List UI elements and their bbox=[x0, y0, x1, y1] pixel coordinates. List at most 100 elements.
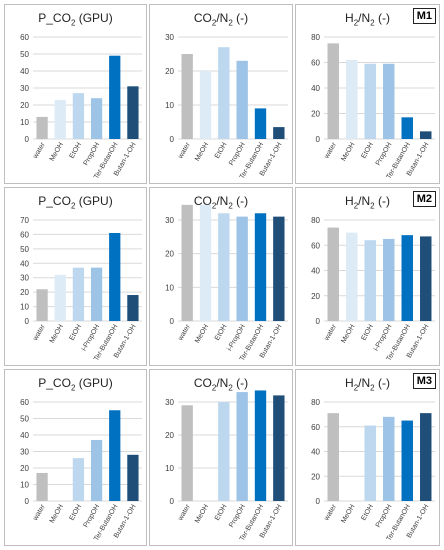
y-tick-label: 80 bbox=[311, 216, 320, 225]
chart-title: H2/N2 (-) bbox=[345, 194, 390, 211]
x-tick-label: PropOH bbox=[375, 142, 394, 167]
y-tick-label: 40 bbox=[311, 267, 320, 276]
row-label-m2: M2 bbox=[412, 191, 436, 207]
x-tick-label: MeOH bbox=[340, 504, 356, 525]
y-tick-label: 80 bbox=[311, 398, 320, 407]
y-tick-label: 0 bbox=[316, 497, 321, 506]
bar-i-propoh bbox=[90, 267, 103, 321]
y-tick-label: 0 bbox=[316, 317, 321, 326]
chart-panel-m3-co2n2: CO2/N2 (-) 0 10 20 30 water MeOH EtOH PropOH Ter-… bbox=[149, 369, 293, 546]
x-tick-label: water bbox=[323, 503, 338, 523]
y-tick-label: 80 bbox=[311, 33, 320, 42]
y-tick-label: 40 bbox=[20, 259, 29, 268]
chart-title: P_CO2 (GPU) bbox=[38, 11, 113, 28]
bar-water bbox=[36, 116, 48, 139]
chart-panel-m1-co2n2: CO2/N2 (-) 0 10 20 30 water MeOH EtOH PropOH Ter-… bbox=[149, 4, 293, 184]
bar-butan-1-oh bbox=[273, 216, 285, 321]
bar-etoh bbox=[218, 47, 230, 140]
chart-panel-m2-pco2: P_CO2 (GPU) 0 10 20 30 40 50 60 70 water MeOH EtOH i… bbox=[4, 187, 147, 366]
y-tick-label: 10 bbox=[165, 464, 174, 473]
bar-propoh bbox=[90, 439, 103, 501]
bar-butan-1-oh bbox=[420, 236, 432, 321]
y-tick-label: 10 bbox=[20, 481, 29, 490]
y-tick-label: 40 bbox=[311, 84, 320, 93]
bar-i-propoh bbox=[383, 238, 395, 321]
y-tick-label: 30 bbox=[165, 33, 174, 42]
y-tick-label: 20 bbox=[20, 101, 29, 110]
x-tick-label: EtOH bbox=[69, 324, 84, 342]
bar-etoh bbox=[364, 425, 376, 501]
x-tick-label: EtOH bbox=[214, 504, 229, 522]
x-tick-label: water bbox=[177, 503, 192, 523]
x-tick-label: MeOH bbox=[194, 142, 210, 163]
bar-etoh bbox=[364, 240, 376, 321]
y-tick-label: 30 bbox=[20, 274, 29, 283]
y-tick-label: 60 bbox=[311, 423, 320, 432]
bar-etoh bbox=[72, 93, 85, 139]
bar-water bbox=[36, 472, 48, 501]
bar-ter-butanoh bbox=[401, 117, 413, 139]
x-tick-label: water bbox=[177, 323, 192, 343]
chart-panel-m1-pco2: P_CO2 (GPU) 0 10 20 30 40 50 60 water MeOH EtOH Pro… bbox=[4, 4, 147, 184]
bar-butan-1-oh bbox=[127, 86, 139, 139]
y-tick-label: 60 bbox=[20, 33, 29, 42]
y-tick-label: 20 bbox=[20, 288, 29, 297]
bar-propoh bbox=[383, 416, 395, 501]
x-tick-label: PropOH bbox=[83, 504, 102, 529]
y-tick-label: 20 bbox=[311, 292, 320, 301]
y-tick-label: 0 bbox=[25, 317, 30, 326]
x-tick-label: EtOH bbox=[69, 504, 84, 522]
bar-ter-butanoh bbox=[109, 232, 121, 321]
x-tick-label: MeOH bbox=[340, 324, 356, 345]
y-tick-label: 70 bbox=[20, 216, 29, 225]
bar-etoh bbox=[218, 213, 230, 321]
y-tick-label: 50 bbox=[20, 415, 29, 424]
bar-ter-butanoh bbox=[109, 55, 121, 140]
x-tick-label: MeOH bbox=[340, 142, 356, 163]
y-tick-label: 0 bbox=[170, 135, 175, 144]
x-tick-label: EtOH bbox=[214, 324, 229, 342]
x-tick-label: MeOH bbox=[194, 324, 210, 345]
bar-etoh bbox=[72, 458, 85, 501]
bar-butan-1-oh bbox=[420, 413, 432, 501]
bar-water bbox=[327, 413, 339, 501]
chart-panel-m3-pco2: P_CO2 (GPU) 0 10 20 30 40 50 60 water MeOH EtOH Pro… bbox=[4, 369, 147, 546]
y-tick-label: 10 bbox=[165, 101, 174, 110]
row-label-m3: M3 bbox=[412, 373, 436, 389]
chart-title: CO2/N2 (-) bbox=[193, 11, 249, 28]
x-tick-label: MeOH bbox=[49, 142, 65, 163]
y-tick-label: 20 bbox=[165, 67, 174, 76]
y-tick-label: 30 bbox=[165, 216, 174, 225]
bar-ter-butanoh bbox=[254, 390, 267, 501]
x-tick-label: EtOH bbox=[360, 324, 375, 342]
bar-water bbox=[181, 54, 193, 139]
bar-water bbox=[181, 204, 193, 321]
x-tick-label: water bbox=[323, 323, 338, 343]
chart-title: H2/N2 (-) bbox=[345, 376, 390, 393]
bar-etoh bbox=[72, 267, 85, 321]
bar-ter-butanoh bbox=[401, 420, 413, 501]
bar-butan-1-oh bbox=[420, 131, 432, 139]
y-tick-label: 60 bbox=[311, 59, 320, 68]
x-tick-label: EtOH bbox=[360, 504, 375, 522]
x-tick-label: i-PropOH bbox=[373, 324, 394, 353]
y-tick-label: 60 bbox=[311, 241, 320, 250]
y-tick-label: 10 bbox=[20, 303, 29, 312]
y-tick-label: 20 bbox=[165, 250, 174, 259]
x-tick-label: MeOH bbox=[49, 324, 65, 345]
y-tick-label: 0 bbox=[316, 135, 321, 144]
x-tick-label: MeOH bbox=[194, 504, 210, 525]
y-tick-label: 0 bbox=[25, 135, 30, 144]
bar-butan-1-oh bbox=[273, 395, 285, 501]
bar-meoh bbox=[346, 59, 358, 140]
y-tick-label: 0 bbox=[170, 497, 175, 506]
chart-title: CO2/N2 (-) bbox=[193, 194, 249, 211]
y-tick-label: 20 bbox=[20, 464, 29, 473]
bar-meoh bbox=[54, 274, 66, 321]
